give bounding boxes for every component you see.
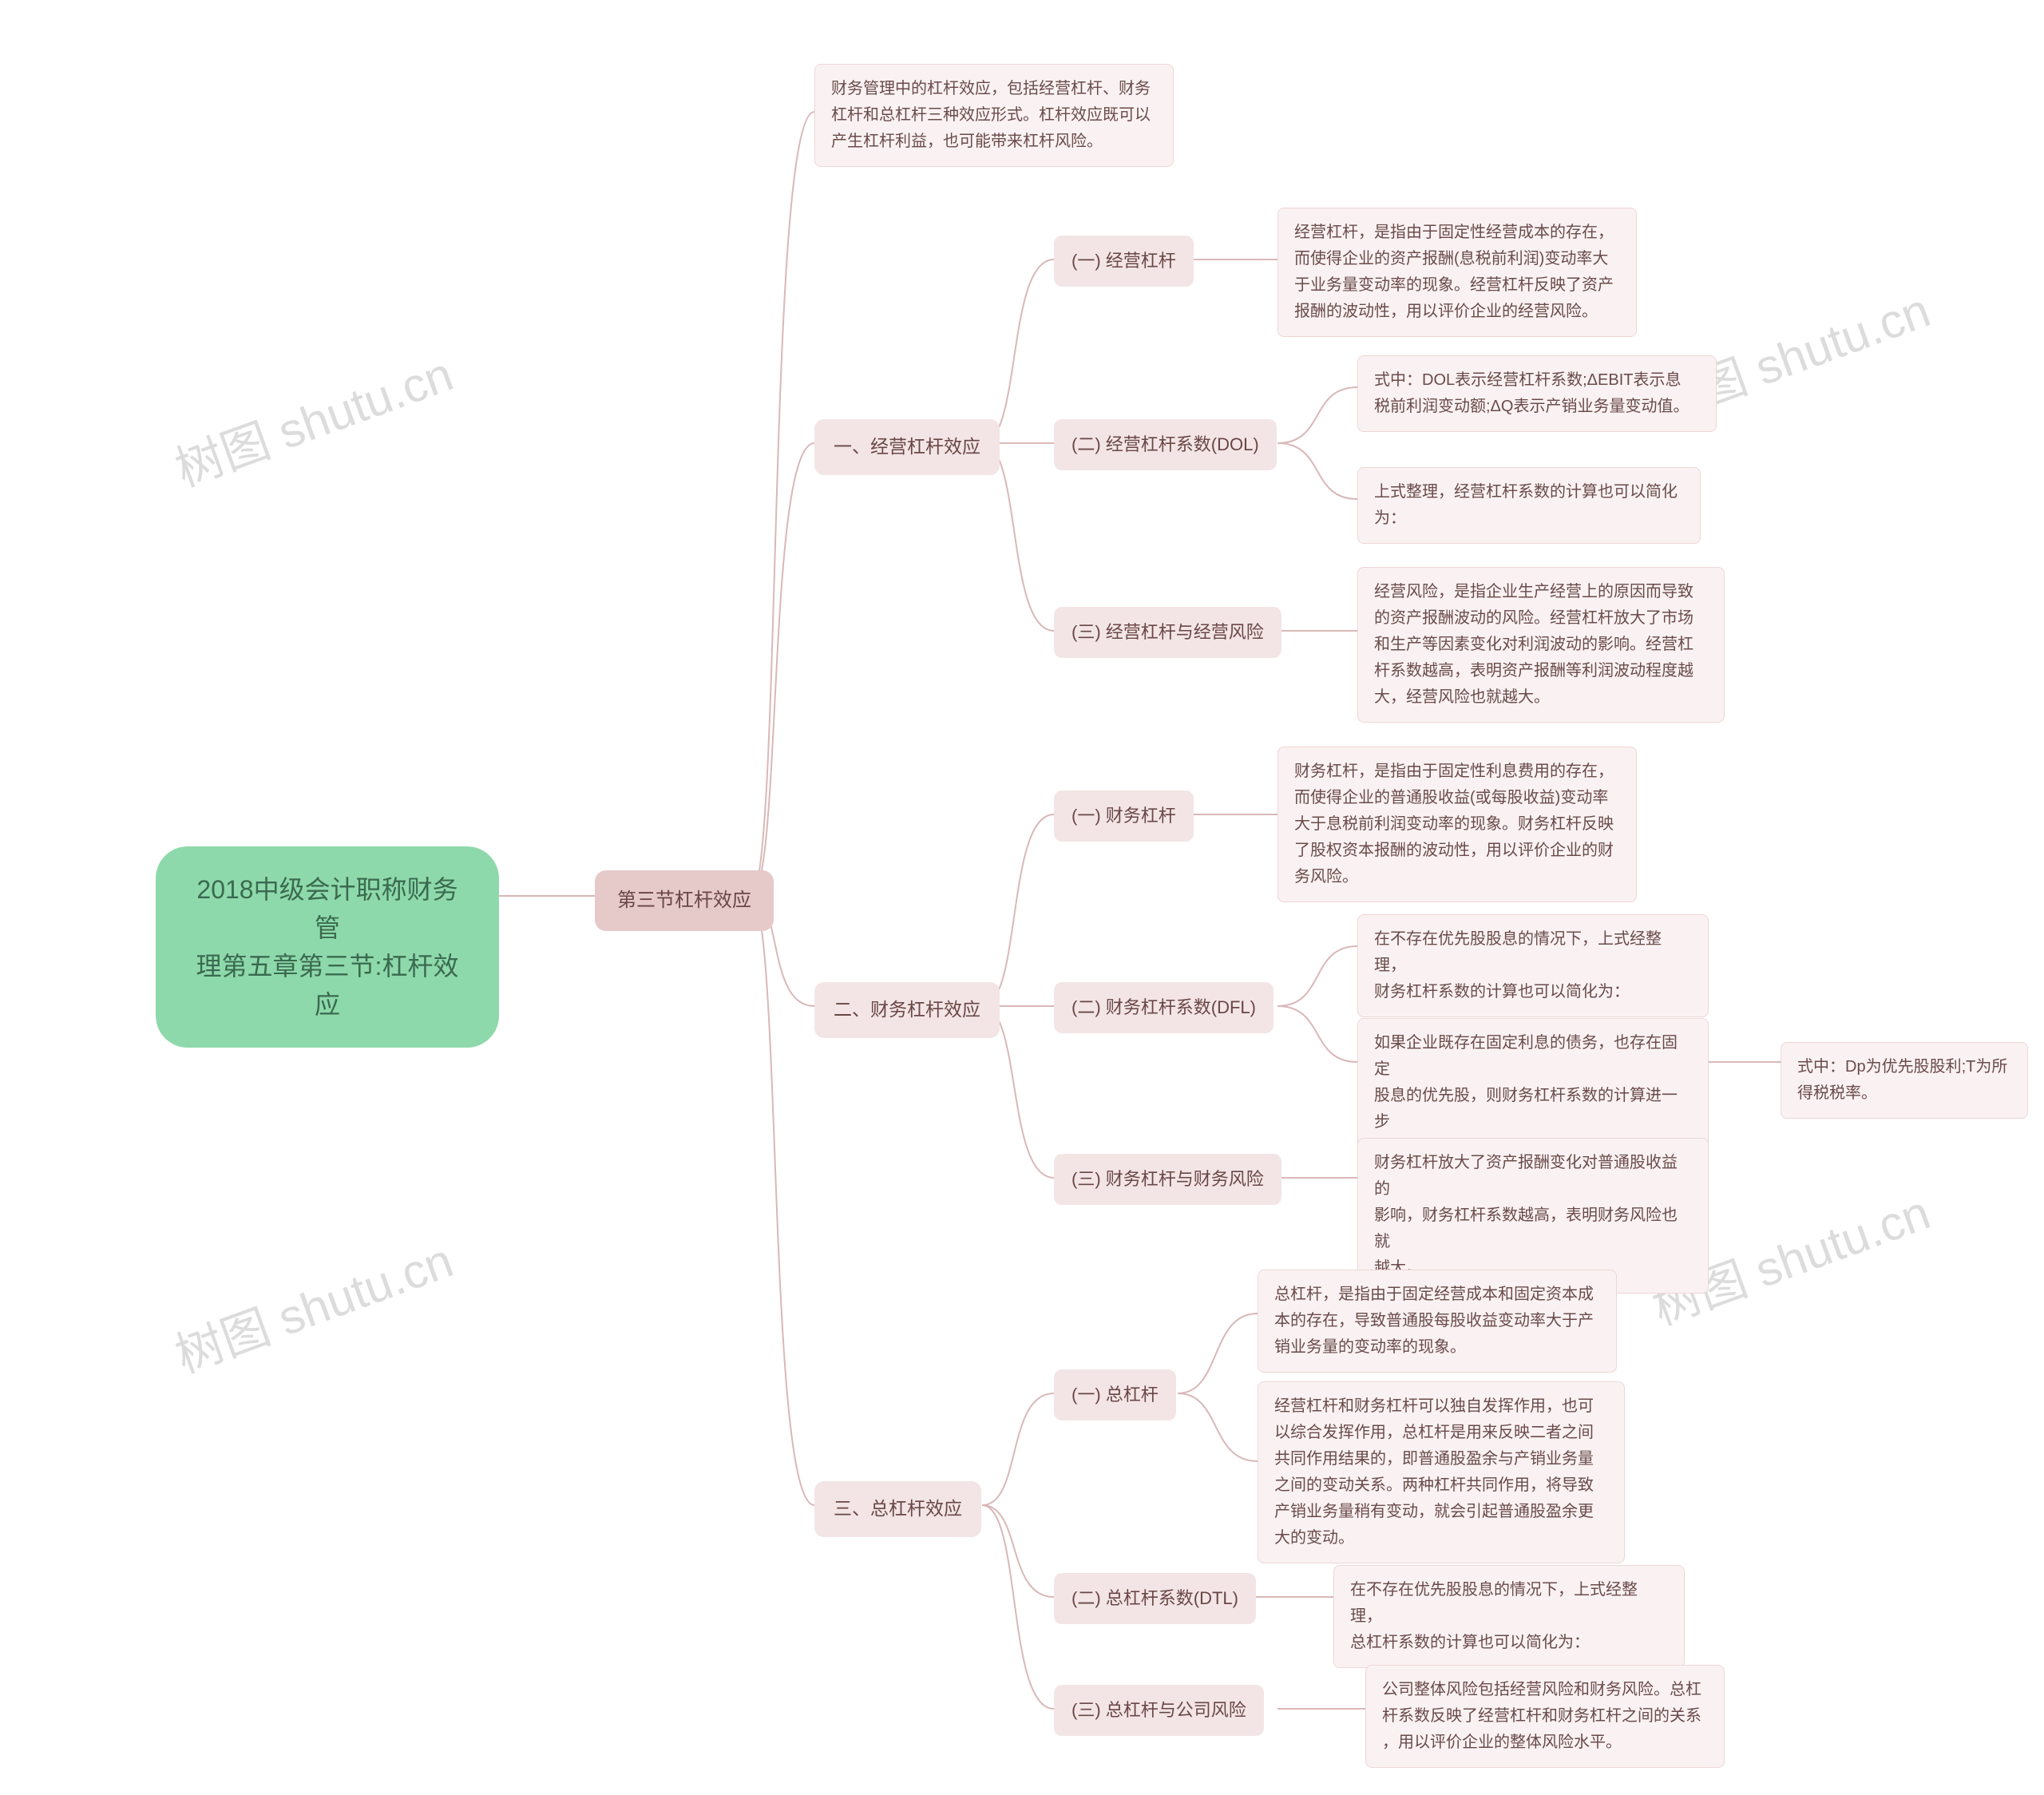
leaf-b1: 财务杠杆，是指由于固定性利息费用的存在，而使得企业的普通股收益(或每股收益)变动…: [1278, 747, 1637, 902]
node-c2: (二) 总杠杆系数(DTL): [1054, 1573, 1256, 1624]
node-a3: (三) 经营杠杆与经营风险: [1054, 607, 1281, 658]
leaf-c2: 在不存在优先股股息的情况下，上式经整理，总杠杆系数的计算也可以简化为：: [1333, 1565, 1685, 1668]
watermark: 树图 shutu.cn: [164, 1222, 461, 1386]
leaf-intro: 财务管理中的杠杆效应，包括经营杠杆、财务杠杆和总杠杆三种效应形式。杠杆效应既可以…: [814, 64, 1174, 167]
node-b1: (一) 财务杠杆: [1054, 791, 1194, 842]
leaf-c3: 公司整体风险包括经营风险和财务风险。总杠杆系数反映了经营杠杆和财务杠杆之间的关系…: [1365, 1665, 1725, 1768]
leaf-a2-1: 式中：DOL表示经营杠杆系数;ΔEBIT表示息税前利润变动额;ΔQ表示产销业务量…: [1357, 355, 1717, 432]
node-b2: (二) 财务杠杆系数(DFL): [1054, 982, 1274, 1033]
leaf-b2-1: 在不存在优先股股息的情况下，上式经整理，财务杠杆系数的计算也可以简化为：: [1357, 914, 1709, 1017]
node-a: 一、经营杠杆效应: [814, 419, 1000, 475]
node-c1: (一) 总杠杆: [1054, 1369, 1176, 1421]
node-c3: (三) 总杠杆与公司风险: [1054, 1685, 1264, 1736]
node-section3: 第三节杠杆效应: [595, 870, 774, 931]
mindmap-canvas: 树图 shutu.cn 树图 shutu.cn 树图 shutu.cn 树图 s…: [0, 0, 2044, 1795]
leaf-a3: 经营风险，是指企业生产经营上的原因而导致的资产报酬波动的风险。经营杠杆放大了市场…: [1357, 567, 1725, 723]
leaf-c1-2: 经营杠杆和财务杠杆可以独自发挥作用，也可以综合发挥作用，总杠杆是用来反映二者之间…: [1258, 1381, 1625, 1563]
leaf-b2-2-sub: 式中：Dp为优先股股利;T为所得税税率。: [1781, 1042, 2028, 1119]
leaf-a2-2: 上式整理，经营杠杆系数的计算也可以简化为：: [1357, 467, 1701, 544]
root-node: 2018中级会计职称财务管理第五章第三节:杠杆效应: [156, 846, 499, 1048]
node-b3: (三) 财务杠杆与财务风险: [1054, 1154, 1281, 1205]
leaf-c1-1: 总杠杆，是指由于固定经营成本和固定资本成本的存在，导致普通股每股收益变动率大于产…: [1258, 1270, 1617, 1373]
node-a1: (一) 经营杠杆: [1054, 236, 1194, 287]
node-b: 二、财务杠杆效应: [814, 982, 1000, 1038]
leaf-a1: 经营杠杆，是指由于固定性经营成本的存在，而使得企业的资产报酬(息税前利润)变动率…: [1278, 208, 1637, 337]
node-a2: (二) 经营杠杆系数(DOL): [1054, 419, 1277, 470]
node-c: 三、总杠杆效应: [814, 1481, 981, 1537]
watermark: 树图 shutu.cn: [164, 335, 461, 500]
